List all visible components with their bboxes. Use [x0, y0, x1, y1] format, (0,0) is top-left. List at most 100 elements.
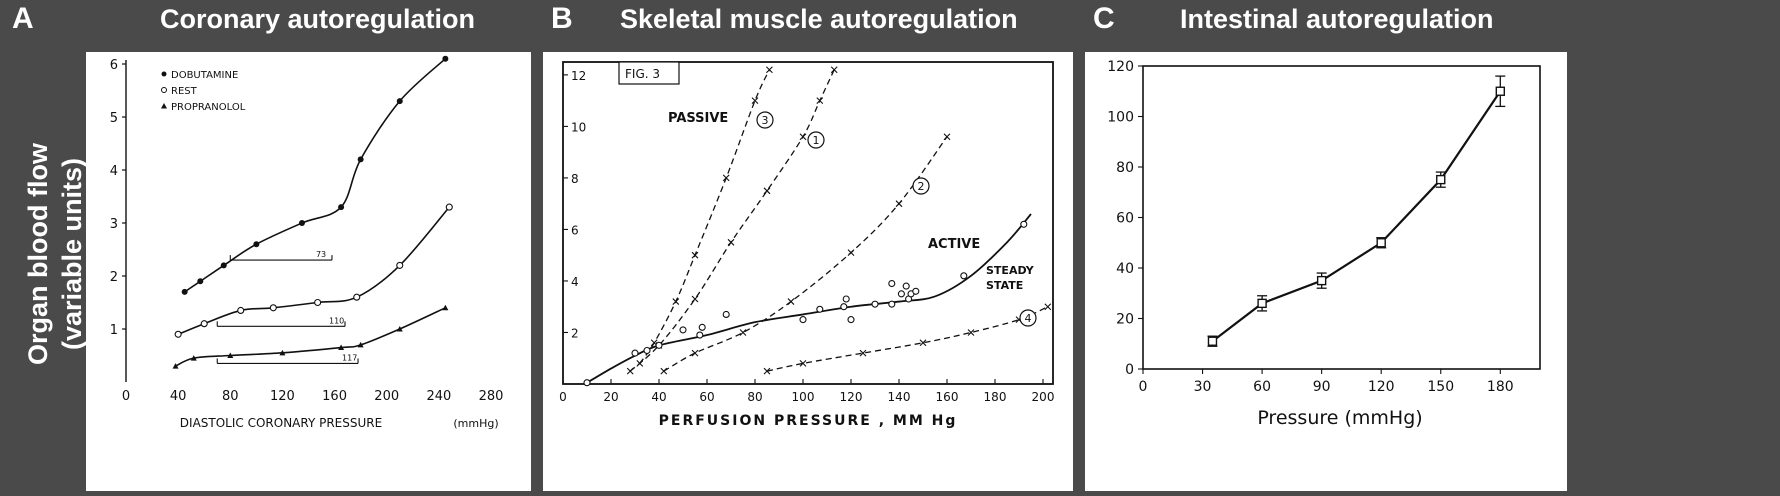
data-point: [220, 262, 227, 269]
data-point: [174, 330, 182, 338]
panel-c-title: Intestinal autoregulation: [1180, 4, 1494, 34]
panel-b-letter: B: [551, 2, 573, 35]
shared-y-axis-label-line1: Organ blood flow: [23, 143, 53, 365]
x-tick-label: 120: [1368, 379, 1395, 395]
y-tick-label: 12: [571, 69, 586, 83]
scatter-point: [655, 341, 663, 349]
x-tick-label: 120: [840, 390, 863, 404]
x-tick-label: 0: [122, 389, 130, 404]
scatter-point: [583, 379, 591, 387]
scatter-point: [960, 272, 968, 280]
x-tick-label: 100: [792, 390, 815, 404]
data-point: [816, 97, 824, 105]
data-point: [338, 204, 345, 211]
data-point: [396, 326, 403, 332]
y-tick-label: 40: [1116, 261, 1134, 277]
panel-b-title: Skeletal muscle autoregulation: [620, 4, 1018, 34]
legend-marker: [161, 71, 167, 77]
data-point: [396, 98, 403, 105]
data-point: [763, 187, 771, 195]
x-axis-label: DIASTOLIC CORONARY PRESSURE: [180, 416, 382, 430]
x-axis-label: PERFUSION PRESSURE , MM Hg: [659, 413, 958, 429]
data-point: [1495, 86, 1505, 96]
annotation-text: STATE: [986, 279, 1023, 292]
x-tick-label: 180: [1487, 379, 1514, 395]
y-tick-label: 60: [1116, 211, 1134, 227]
data-point: [227, 352, 234, 358]
data-point: [1376, 238, 1386, 248]
data-point: [357, 341, 364, 348]
curve-label: 1: [813, 134, 820, 147]
x-tick-label: 200: [1032, 390, 1055, 404]
data-point: [396, 261, 404, 269]
curve-label: 4: [1025, 312, 1032, 325]
data-point: [279, 349, 286, 356]
data-point: [763, 367, 771, 375]
data-point: [442, 304, 449, 311]
scatter-point: [679, 326, 687, 334]
data-point: [1316, 275, 1327, 286]
data-point: [787, 298, 795, 305]
data-point: [269, 304, 277, 312]
data-point: [1257, 298, 1267, 309]
data-point: [919, 339, 927, 347]
x-tick-label: 40: [170, 389, 187, 404]
curve-label-circle: [756, 111, 774, 129]
x-tick-label: 30: [1194, 379, 1212, 395]
shared-y-axis-label-line2: (variable units): [57, 157, 87, 351]
legend-marker: [161, 87, 167, 93]
scatter-point: [816, 305, 824, 313]
y-tick-label: 3: [110, 217, 118, 232]
data-point: [1207, 336, 1218, 346]
scatter-point: [643, 346, 651, 355]
curve-label: 3: [762, 114, 769, 127]
series-line: [177, 206, 450, 336]
panel-c-letter: C: [1093, 2, 1115, 35]
curve-label: 2: [918, 180, 925, 193]
x-tick-label: 200: [374, 389, 399, 404]
data-point: [830, 66, 838, 74]
x-tick-label: 80: [747, 390, 762, 404]
x-tick-label: 150: [1427, 379, 1454, 395]
y-tick-label: 2: [110, 270, 118, 285]
data-point: [799, 360, 807, 367]
y-tick-label: 20: [1116, 312, 1134, 328]
data-point: [799, 133, 807, 141]
data-point: [314, 298, 322, 307]
x-tick-label: 180: [984, 390, 1007, 404]
scatter-point: [1020, 220, 1028, 228]
scatter-point: [871, 300, 879, 308]
shared-y-axis-label: Organ blood flow (variable units): [21, 129, 89, 379]
data-point: [691, 349, 699, 357]
y-tick-label: 80: [1116, 160, 1134, 176]
x-tick-label: 280: [479, 389, 504, 404]
x-tick-label: 80: [222, 389, 239, 404]
data-point: [1044, 303, 1052, 311]
x-tick-label: 240: [426, 389, 451, 404]
data-point: [727, 238, 735, 246]
data-point: [660, 367, 668, 375]
panel-a-title: Coronary autoregulation: [160, 4, 476, 34]
panel-a-letter: A: [12, 2, 34, 35]
data-point: [298, 220, 305, 226]
x-tick-label: 60: [699, 390, 714, 404]
skeletal-chart: 0 20 40 60 80 100 120 140 160 180 20024681012PERFU…: [559, 61, 1055, 429]
scatter-point: [698, 323, 706, 331]
legend-label: DOBUTAMINE: [171, 70, 238, 81]
data-point: [847, 249, 855, 257]
scatter-point: [888, 279, 896, 288]
data-point: [672, 298, 680, 305]
scatter-point: [902, 282, 910, 290]
panel-a: 0 40 80 120 160 200 240 280 1 2 3 4 5 6 DIASTOLIC CORO…: [86, 52, 531, 491]
data-point: [691, 295, 699, 303]
data-point: [1436, 174, 1446, 185]
data-point: [253, 241, 260, 248]
annotation-text: ACTIVE: [928, 237, 980, 252]
y-tick-label: 6: [571, 223, 579, 237]
fig-label: FIG. 3: [625, 67, 660, 81]
curve-label-circle: [807, 131, 825, 149]
panel-c: 0 30 60 90 120 150 180 0 20 40 60 80 100 120 Pressure …: [1085, 52, 1567, 491]
data-point: [766, 66, 773, 74]
x-axis-label: Pressure (mmHg): [1257, 407, 1422, 429]
data-point: [895, 200, 903, 208]
